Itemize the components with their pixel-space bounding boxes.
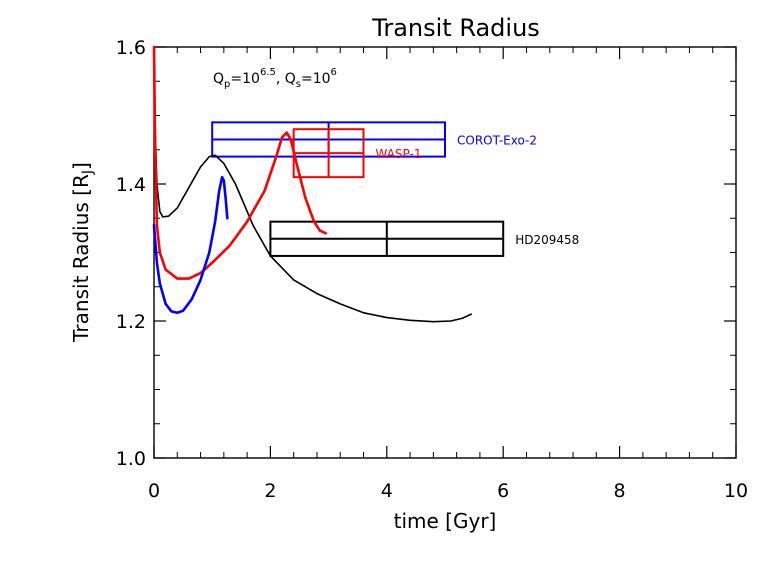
chart-title: Transit Radius [371, 14, 540, 42]
y-tick-label: 1.4 [116, 174, 146, 196]
y-axis: 1.0 1.2 1.4 1.6 [116, 37, 736, 470]
model-curves [152, 45, 472, 323]
series-line [152, 175, 229, 315]
y-axis-label: Transit Radius [RJ] [69, 162, 96, 343]
x-tick-label: 10 [724, 480, 748, 502]
plot-frame [153, 46, 737, 459]
series-line [152, 45, 327, 280]
y-tick-label: 1.2 [116, 311, 146, 333]
x-tick-label: 2 [264, 480, 276, 502]
x-tick-label: 6 [497, 480, 509, 502]
x-axis-label: time [Gyr] [394, 509, 497, 533]
y-tick-label: 1.0 [116, 448, 146, 470]
series-line [153, 46, 472, 323]
parameters-label: Qp=106.5, Qs=106 [213, 67, 337, 90]
x-tick-label: 0 [148, 480, 160, 502]
observation-label: COROT-Exo-2 [457, 133, 537, 147]
x-tick-label: 8 [614, 480, 626, 502]
observation-box: WASP-1 [292, 128, 422, 179]
y-tick-label: 1.6 [116, 37, 146, 59]
observation-label: HD209458 [515, 233, 579, 247]
x-axis: 0 2 4 6 8 10 [148, 47, 748, 502]
observation-boxes: COROT-Exo-2 WASP-1 HD209458 [211, 121, 579, 257]
x-tick-label: 4 [381, 480, 393, 502]
observation-label: WASP-1 [376, 147, 422, 161]
observation-box: HD209458 [269, 220, 579, 257]
